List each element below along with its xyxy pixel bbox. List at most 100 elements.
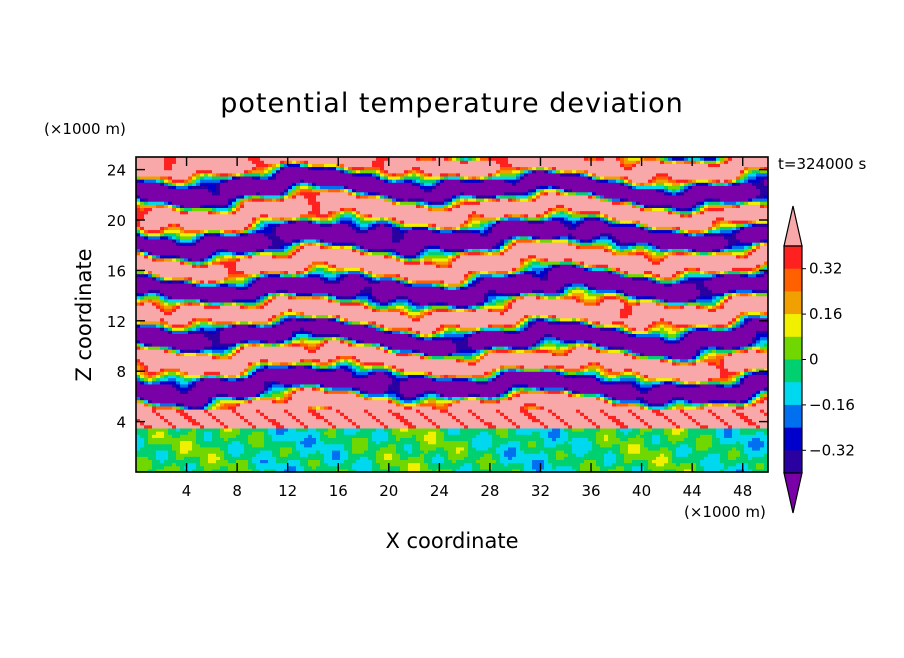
contour-cell: [196, 440, 201, 445]
contour-cell: [684, 468, 689, 473]
contour-cell: [488, 424, 493, 429]
contour-cell: [736, 446, 741, 451]
contour-cell: [452, 440, 457, 445]
contour-cell: [516, 443, 521, 448]
contour-cell: [388, 468, 393, 473]
contour-cell: [368, 424, 373, 429]
contour-cell: [636, 459, 641, 464]
contour-cell: [520, 427, 525, 432]
contour-cell: [336, 459, 341, 464]
contour-cell: [424, 440, 429, 445]
contour-cell: [440, 459, 445, 464]
contour-cell: [460, 440, 465, 445]
contour-cell: [440, 462, 445, 467]
contour-cell: [696, 434, 701, 438]
contour-cell: [436, 453, 441, 457]
contour-cell: [512, 424, 517, 429]
contour-cell: [704, 434, 709, 438]
contour-cell: [160, 434, 165, 438]
contour-cell: [556, 449, 561, 454]
contour-cell: [548, 456, 553, 460]
contour-cell: [532, 440, 537, 445]
contour-cell: [720, 440, 725, 445]
contour-cell: [156, 446, 161, 451]
contour-cell: [244, 465, 249, 470]
contour-cell: [468, 468, 473, 473]
contour-cell: [488, 443, 493, 448]
contour-cell: [512, 434, 517, 438]
contour-cell: [204, 453, 209, 457]
contour-cell: [316, 440, 321, 445]
contour-cell: [280, 453, 285, 457]
contour-cell: [480, 434, 485, 438]
contour-cell: [484, 434, 489, 438]
contour-cell: [676, 465, 681, 470]
contour-cell: [380, 449, 385, 454]
contour-cell: [156, 427, 161, 432]
contour-cell: [676, 446, 681, 451]
contour-cell: [168, 437, 173, 442]
contour-cell: [672, 456, 677, 460]
contour-cell: [200, 437, 205, 442]
contour-cell: [304, 456, 309, 460]
contour-cell: [656, 434, 661, 438]
contour-cell: [424, 456, 429, 460]
contour-cell: [712, 431, 717, 435]
contour-cell: [552, 431, 557, 435]
contour-cell: [748, 453, 753, 457]
contour-cell: [556, 424, 561, 429]
contour-cell: [644, 456, 649, 460]
contour-cell: [492, 434, 497, 438]
contour-cell: [236, 465, 241, 470]
contour-cell: [232, 465, 237, 470]
contour-cell: [520, 443, 525, 448]
contour-cell: [192, 437, 197, 442]
contour-cell: [512, 449, 517, 454]
contour-cell: [692, 443, 697, 448]
contour-cell: [288, 431, 293, 435]
contour-cell: [320, 465, 325, 470]
contour-cell: [732, 453, 737, 457]
contour-cell: [616, 446, 621, 451]
contour-cell: [700, 440, 705, 445]
contour-cell: [656, 427, 661, 432]
contour-cell: [496, 427, 501, 432]
contour-cell: [372, 465, 377, 470]
contour-cell: [196, 453, 201, 457]
contour-cell: [692, 437, 697, 442]
contour-cell: [664, 437, 669, 442]
contour-cell: [692, 440, 697, 445]
contour-cell: [508, 434, 513, 438]
contour-cell: [228, 427, 233, 432]
contour-cell: [528, 437, 533, 442]
contour-cell: [692, 434, 697, 438]
contour-cell: [316, 437, 321, 442]
contour-cell: [140, 462, 145, 467]
contour-cell: [560, 424, 565, 429]
contour-cell: [564, 468, 569, 473]
contour-cell: [640, 449, 645, 454]
contour-cell: [452, 456, 457, 460]
contour-cell: [404, 443, 409, 448]
contour-cell: [456, 431, 461, 435]
contour-cell: [504, 465, 509, 470]
contour-cell: [312, 449, 317, 454]
contour-cell: [268, 427, 273, 432]
contour-cell: [420, 440, 425, 445]
contour-cell: [652, 434, 657, 438]
contour-cell: [512, 462, 517, 467]
contour-cell: [220, 453, 225, 457]
contour-cell: [180, 459, 185, 464]
contour-cell: [220, 468, 225, 473]
contour-cell: [540, 453, 545, 457]
contour-cell: [656, 462, 661, 467]
contour-cell: [540, 465, 545, 470]
contour-cell: [732, 434, 737, 438]
contour-cell: [352, 434, 357, 438]
contour-cell: [164, 462, 169, 467]
contour-cell: [168, 431, 173, 435]
contour-cell: [172, 427, 177, 432]
contour-cell: [332, 456, 337, 460]
contour-cell: [748, 468, 753, 473]
contour-cell: [484, 440, 489, 445]
